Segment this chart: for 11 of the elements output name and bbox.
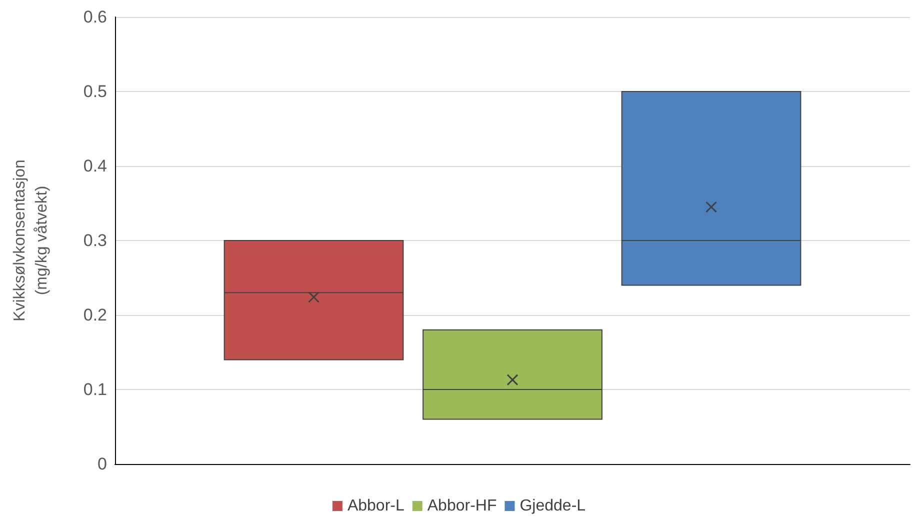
legend-label: Abbor-L [347, 498, 404, 514]
y-tick-label: 0.6 [83, 8, 107, 26]
legend-label: Gjedde-L [520, 498, 586, 514]
y-tick-label: 0.2 [83, 306, 107, 324]
y-tick-label: 0.4 [83, 156, 107, 176]
y-tick-label: 0.5 [83, 82, 107, 101]
y-tick-label: 0.3 [83, 231, 107, 250]
y-axis-title: Kvikksølvkonsentasjon (mg/kg våtvekt) [12, 160, 50, 322]
legend-label: Abbor-HF [427, 498, 497, 514]
y-tick-label: 0.1 [83, 380, 107, 399]
y-tick-label: 0 [98, 454, 107, 474]
